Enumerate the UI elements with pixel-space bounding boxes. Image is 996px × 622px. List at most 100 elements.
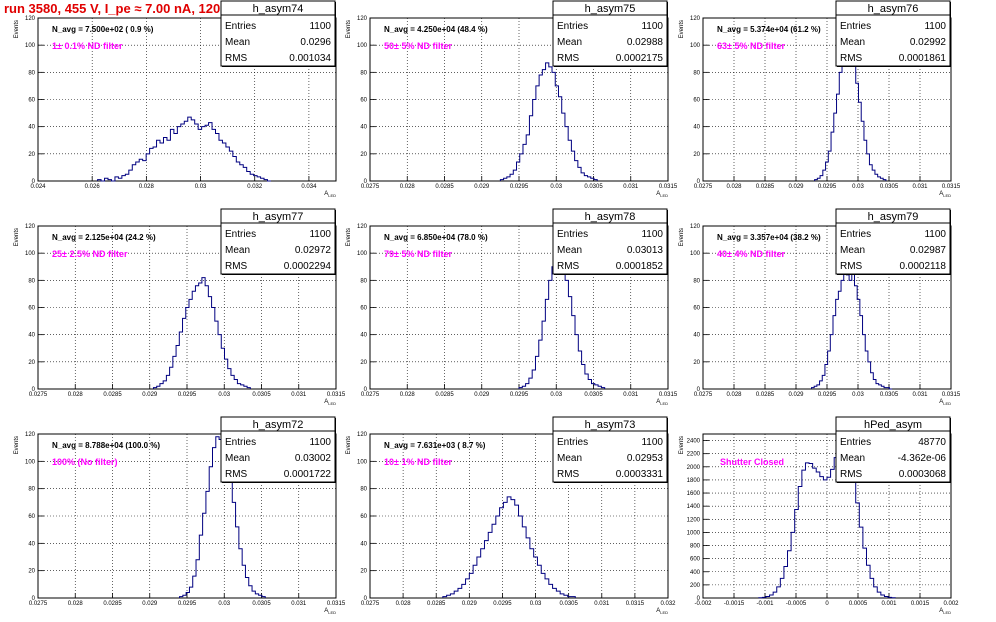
x-tick-label: 0.0315 (659, 392, 678, 398)
filter-label: Shutter Closed (720, 457, 784, 467)
x-tick-label: 0.029 (142, 392, 158, 398)
x-tick-label: 0.031 (291, 392, 307, 398)
histogram-series (442, 496, 576, 598)
x-tick-label: 0.0275 (694, 392, 713, 398)
stat-mean-label: Mean (225, 245, 250, 256)
y-tick-label: 80 (28, 487, 35, 493)
stat-rms-label: RMS (840, 261, 863, 272)
stat-mean-value: 0.02972 (295, 245, 332, 256)
histogram-series (97, 116, 271, 182)
x-tick-label: 0.0305 (880, 392, 899, 398)
x-axis-label: ALED (324, 608, 336, 615)
y-tick-label: 120 (25, 432, 36, 438)
x-tick-label: 0.03 (852, 392, 864, 398)
filter-label: 25± 2.5% ND filter (52, 249, 128, 259)
stat-rms-value: 0.0001861 (899, 53, 947, 64)
x-tick-label: 0.0275 (29, 601, 48, 607)
x-tick-label: 0.002 (943, 601, 959, 607)
stats-box: h_asym72 Entries 1100 Mean 0.03002 RMS 0.00017… (220, 416, 336, 483)
x-tick-label: 0.0285 (435, 184, 454, 190)
y-tick-label: 600 (690, 557, 701, 563)
x-tick-label: 0.0305 (880, 184, 899, 190)
y-tick-label: 100 (357, 251, 368, 257)
x-tick-label: 0.028 (400, 184, 416, 190)
filter-label: 1± 0.1% ND filter (52, 41, 123, 51)
x-tick-label: -0.0015 (724, 601, 745, 607)
x-tick-label: 0.0285 (756, 392, 775, 398)
stats-box: h_asym77 Entries 1100 Mean 0.02972 RMS 0.00022… (220, 208, 336, 275)
n-avg-label: N_avg = 2.125e+04 (24.2 %) (52, 233, 156, 242)
y-tick-label: 100 (25, 459, 36, 465)
stat-entries-label: Entries (557, 229, 588, 240)
x-axis-label: ALED (939, 608, 951, 615)
stat-rms-label: RMS (225, 469, 248, 480)
x-tick-label: 0.0285 (427, 601, 446, 607)
y-tick-label: 1200 (687, 517, 701, 523)
y-tick-label: 60 (360, 306, 367, 312)
y-tick-label: 120 (357, 432, 368, 438)
y-tick-label: 80 (28, 70, 35, 76)
stat-mean-label: Mean (225, 453, 250, 464)
n-avg-label: N_avg = 4.250e+04 (48.4 %) (384, 25, 488, 34)
x-tick-label: 0.028 (400, 392, 416, 398)
stat-entries-label: Entries (557, 21, 588, 32)
y-tick-label: 20 (360, 152, 367, 158)
x-tick-label: 0.0315 (942, 184, 961, 190)
x-tick-label: 0.0305 (252, 601, 271, 607)
stats-box: h_asym76 Entries 1100 Mean 0.02992 RMS 0.00018… (835, 0, 951, 67)
y-tick-label: 800 (690, 544, 701, 550)
y-tick-label: 2200 (687, 452, 701, 458)
x-tick-label: 0.0285 (103, 392, 122, 398)
stat-mean-value: 0.02988 (627, 37, 664, 48)
x-tick-label: 0.03 (852, 184, 864, 190)
y-tick-label: 20 (360, 569, 367, 575)
y-tick-label: 0 (364, 179, 368, 185)
histogram-name: h_asym74 (253, 3, 304, 15)
y-axis-label: Events (346, 436, 352, 454)
x-tick-label: 0.031 (623, 392, 639, 398)
stat-entries-label: Entries (557, 437, 588, 448)
y-tick-label: 100 (357, 43, 368, 49)
stat-entries-label: Entries (840, 229, 871, 240)
y-tick-label: 120 (690, 16, 701, 22)
filter-label: 79± 5% ND filter (384, 249, 452, 259)
stat-entries-value: 1100 (924, 21, 946, 32)
stat-rms-value: 0.0003068 (899, 469, 947, 480)
filter-label: 50± 5% ND filter (384, 41, 452, 51)
stat-entries-label: Entries (840, 21, 871, 32)
stat-entries-label: Entries (225, 229, 256, 240)
x-tick-label: 0.0295 (818, 184, 837, 190)
x-tick-label: 0.0005 (849, 601, 868, 607)
histogram-panel-h_asym74: 0.024 0.026 0.028 0.03 0.032 0.034 0 20 40 60 80 10… (14, 0, 337, 198)
y-tick-label: 40 (28, 333, 35, 339)
x-tick-label: -0.001 (756, 601, 774, 607)
y-tick-label: 100 (690, 251, 701, 257)
y-tick-label: 20 (28, 360, 35, 366)
x-tick-label: 0.029 (142, 601, 158, 607)
x-tick-label: 0.028 (68, 392, 84, 398)
x-tick-label: 0.029 (474, 392, 490, 398)
y-axis-label: Events (346, 20, 352, 38)
stat-mean-value: 0.02987 (910, 245, 947, 256)
histogram-panel-h_asym79: 0.0275 0.028 0.0285 0.029 0.0295 0.03 0.0305 0.… (679, 208, 961, 406)
x-tick-label: 0.029 (788, 392, 804, 398)
histogram-panel-h_asym75: 0.0275 0.028 0.0285 0.029 0.0295 0.03 0.0305 0.… (346, 0, 678, 198)
x-tick-label: 0.0275 (694, 184, 713, 190)
stats-box: h_asym79 Entries 1100 Mean 0.02987 RMS 0.00021… (835, 208, 951, 275)
x-tick-label: 0.0295 (493, 601, 512, 607)
y-tick-label: 20 (360, 360, 367, 366)
y-axis-label: Events (14, 436, 20, 454)
y-tick-label: 80 (693, 70, 700, 76)
stat-mean-label: Mean (840, 245, 865, 256)
y-tick-label: 60 (28, 98, 35, 104)
x-tick-label: 0.031 (594, 601, 610, 607)
y-tick-label: 0 (697, 179, 701, 185)
stat-mean-value: -4.362e-06 (898, 453, 947, 464)
y-tick-label: 0 (32, 179, 36, 185)
histogram-name: h_asym72 (253, 419, 304, 431)
stat-mean-label: Mean (840, 453, 865, 464)
y-axis-label: Events (679, 20, 685, 38)
y-tick-label: 120 (690, 224, 701, 230)
x-tick-label: 0.031 (912, 184, 928, 190)
